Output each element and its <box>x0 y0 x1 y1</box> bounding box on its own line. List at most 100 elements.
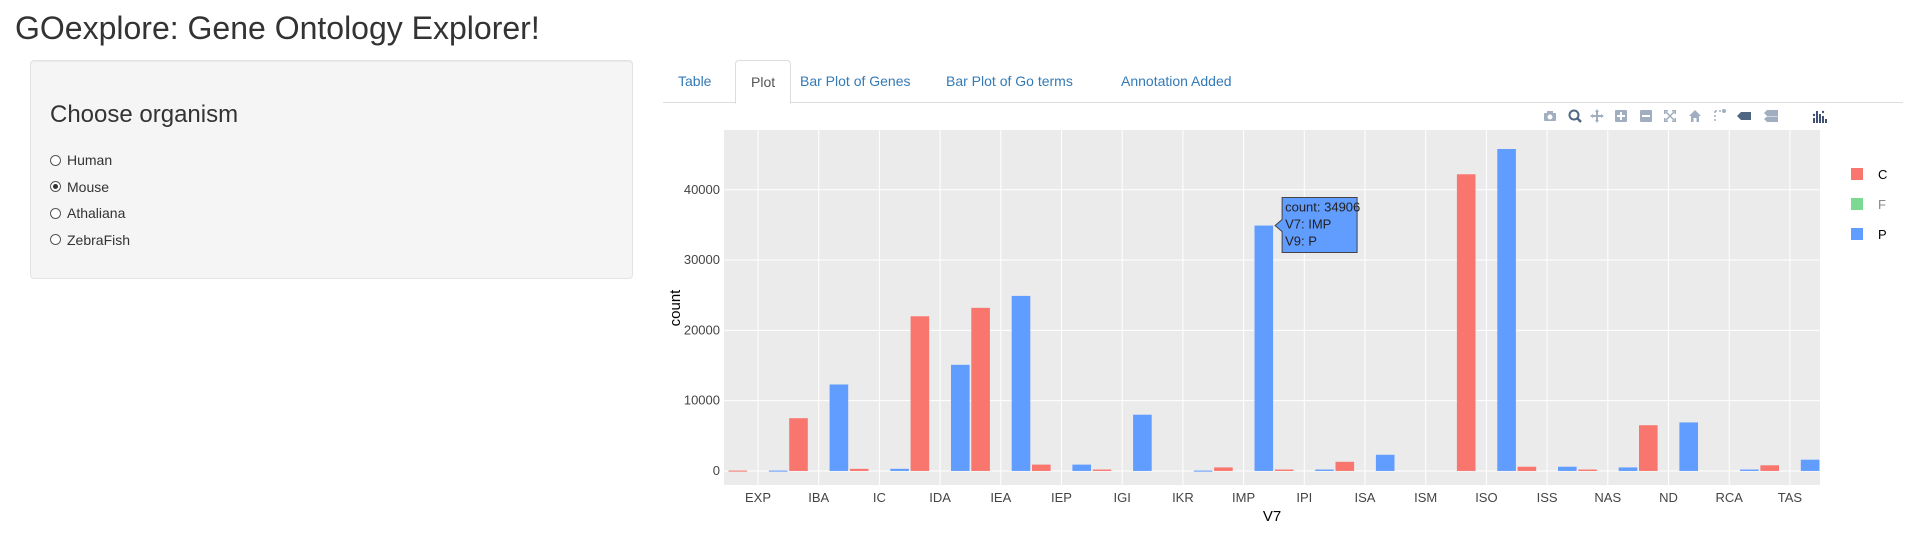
bar-iep-c[interactable] <box>1032 464 1051 471</box>
x-tick-label: TAS <box>1778 490 1803 505</box>
legend: CFP <box>1851 167 1887 242</box>
radio-label: Human <box>67 152 113 169</box>
x-tick-label: ISS <box>1537 490 1558 505</box>
tooltip-line: count: 34906 <box>1285 200 1360 215</box>
bar-nas-c[interactable] <box>1578 469 1597 471</box>
tooltip-line: V7: IMP <box>1285 217 1331 232</box>
bar-tas-c[interactable] <box>1760 465 1779 471</box>
x-tick-label: EXP <box>745 490 771 505</box>
legend-swatch-c[interactable] <box>1851 168 1863 180</box>
radio-option-athaliana[interactable]: Athaliana <box>50 200 130 227</box>
bar-igi-p[interactable] <box>1133 414 1152 471</box>
y-tick-labels: 0 10000 20000 30000 40000 <box>684 182 720 478</box>
x-tick-label: IKR <box>1172 490 1194 505</box>
y-axis-label: count <box>667 289 684 327</box>
legend-swatch-f[interactable] <box>1851 198 1863 210</box>
radio-button[interactable] <box>50 207 61 219</box>
legend-label-p[interactable]: P <box>1878 227 1887 242</box>
camera-icon[interactable] <box>1540 104 1560 128</box>
x-tick-label: ISA <box>1355 490 1376 505</box>
tab-bar-plot-of-go-terms[interactable]: Bar Plot of Go terms <box>946 73 1073 89</box>
bar-ic-p[interactable] <box>890 468 909 471</box>
zoom-in-icon[interactable] <box>1611 104 1631 128</box>
zoom-out-icon[interactable] <box>1636 104 1656 128</box>
x-tick-label: NAS <box>1594 490 1621 505</box>
pan-icon[interactable] <box>1587 104 1607 128</box>
x-tick-label: ISM <box>1414 490 1437 505</box>
bar-ida-c[interactable] <box>910 316 930 471</box>
bar-iso-c[interactable] <box>1456 174 1476 471</box>
radio-option-zebrafish[interactable]: ZebraFish <box>50 227 130 254</box>
bar-iep-p[interactable] <box>1072 464 1091 471</box>
bar-iss-p[interactable] <box>1558 466 1577 471</box>
spike-lines-icon[interactable] <box>1709 104 1729 128</box>
bar-nas-p[interactable] <box>1618 467 1638 471</box>
y-tick-label: 0 <box>713 463 720 478</box>
bar-ikr-p[interactable] <box>1193 470 1213 472</box>
legend-label-c[interactable]: C <box>1878 167 1887 182</box>
bar-tas-p[interactable] <box>1800 459 1820 471</box>
reset-axes-icon[interactable] <box>1685 104 1705 128</box>
y-tick-label: 10000 <box>684 393 720 408</box>
y-tick-label: 20000 <box>684 322 720 337</box>
bar-iss-c[interactable] <box>1517 466 1537 471</box>
grid-lines <box>724 130 1820 485</box>
bar-rca-p[interactable] <box>1740 469 1759 471</box>
radio-button[interactable] <box>50 154 61 166</box>
bar-iba-p[interactable] <box>829 384 849 471</box>
tab-table[interactable]: Table <box>678 73 712 89</box>
x-tick-label: IDA <box>929 490 951 505</box>
tab-plot[interactable]: Plot <box>735 60 792 104</box>
bar-isa-p[interactable] <box>1375 454 1395 471</box>
organism-heading: Choose organism <box>50 101 239 128</box>
radio-button[interactable] <box>50 181 61 193</box>
autoscale-icon[interactable] <box>1660 104 1680 128</box>
x-tick-label: ISO <box>1475 490 1497 505</box>
bar-iea-c[interactable] <box>971 307 990 471</box>
bars <box>728 148 1820 472</box>
tab-annotation-added[interactable]: Annotation Added <box>1121 73 1232 89</box>
radio-option-human[interactable]: Human <box>50 147 130 174</box>
hover-tooltip: count: 34906 V7: IMP V9: P <box>1274 197 1360 254</box>
bar-iea-p[interactable] <box>1011 295 1031 471</box>
y-tick-label: 40000 <box>684 182 720 197</box>
tab-bar-plot-of-genes[interactable]: Bar Plot of Genes <box>800 73 911 89</box>
radio-label: Mouse <box>67 178 110 195</box>
bar-ic-c[interactable] <box>849 468 869 471</box>
bar-ipi-c[interactable] <box>1274 469 1294 471</box>
bar-iba-c[interactable] <box>789 418 808 471</box>
x-tick-label: IBA <box>808 490 829 505</box>
x-tick-label: IMP <box>1232 490 1255 505</box>
app-title: GOexplore: Gene Ontology Explorer! <box>15 10 540 46</box>
x-tick-labels: EXP IBA IC IDA IEA IEP IGI IKR IMP IPI ISA ISM ISO IS… <box>745 490 1802 505</box>
y-tick-label: 30000 <box>684 252 720 267</box>
bar-nd-c[interactable] <box>1639 425 1658 471</box>
x-tick-label: IC <box>873 490 886 505</box>
radio-label: ZebraFish <box>67 231 131 248</box>
bar-exp-p[interactable] <box>768 470 788 472</box>
radio-option-mouse[interactable]: Mouse <box>50 174 130 201</box>
organism-panel: Choose organism Human Mouse Athaliana Zebra… <box>30 60 633 279</box>
bar-iso-p[interactable] <box>1497 148 1516 471</box>
bar-isa-c[interactable] <box>1335 461 1355 471</box>
bar-igi-c[interactable] <box>1092 469 1112 471</box>
bar-nd-p[interactable] <box>1679 422 1698 471</box>
tab-bar: Table Plot Bar Plot of Genes Bar Plot of Go… <box>663 60 1903 104</box>
hover-closest-icon[interactable] <box>1734 104 1754 128</box>
radio-button[interactable] <box>50 234 61 246</box>
bar-exp-c[interactable] <box>728 470 748 472</box>
radio-label: Athaliana <box>67 205 126 222</box>
x-tick-label: IEP <box>1051 490 1072 505</box>
x-axis-label: V7 <box>1263 508 1281 525</box>
plotly-logo-icon[interactable] <box>1806 104 1834 128</box>
bar-imp-p[interactable] <box>1254 225 1274 471</box>
bar-ida-p[interactable] <box>951 364 970 471</box>
bar-imp-c[interactable] <box>1214 467 1233 471</box>
tooltip-box <box>1274 197 1358 254</box>
zoom-icon[interactable] <box>1565 104 1585 128</box>
hover-compare-icon[interactable] <box>1761 104 1781 128</box>
bar-ipi-p[interactable] <box>1315 469 1334 471</box>
x-tick-label: IEA <box>990 490 1011 505</box>
legend-label-f[interactable]: F <box>1878 197 1886 212</box>
legend-swatch-p[interactable] <box>1851 228 1863 240</box>
